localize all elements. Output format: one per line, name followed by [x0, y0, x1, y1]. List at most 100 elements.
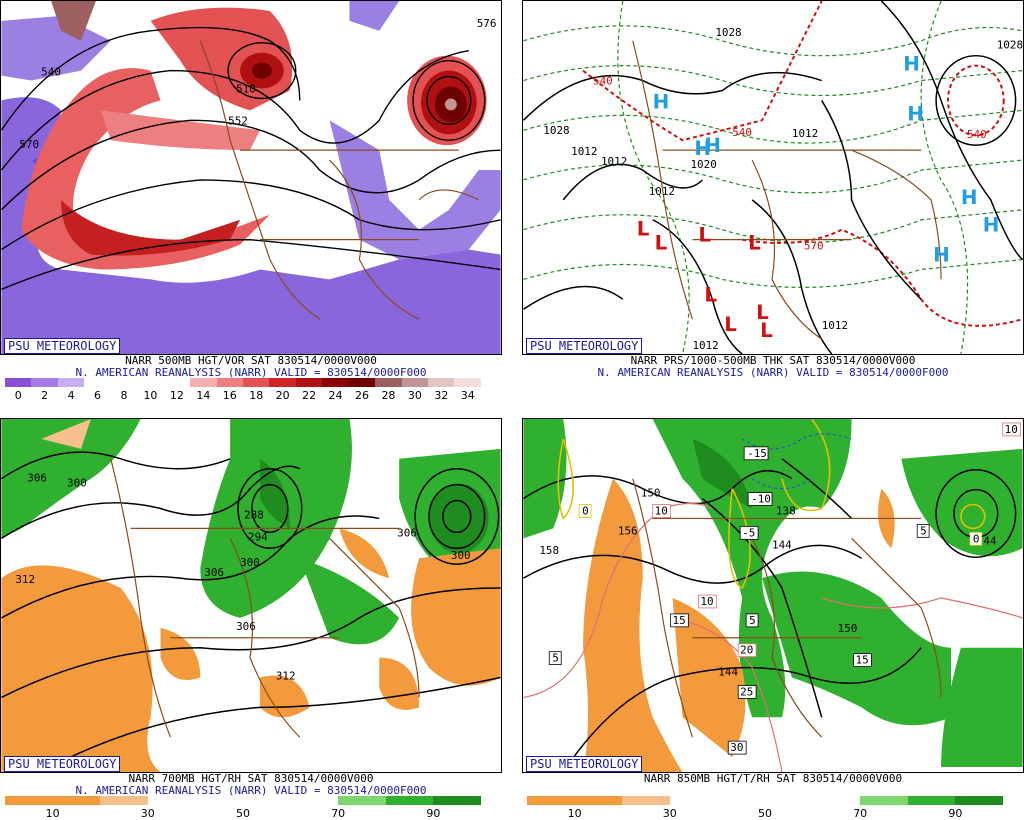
panel-pressure-thickness: 1028 1028 1012 1012 1012 1020 1012 1012 … — [522, 0, 1024, 400]
color-scale-swatch — [216, 378, 243, 387]
high-pressure-symbol: H — [961, 186, 978, 209]
low-pressure-symbol: L — [756, 301, 769, 324]
color-scale-tick: 90 — [426, 807, 441, 820]
color-scale-swatch — [527, 796, 575, 805]
color-scale-swatch — [190, 378, 217, 387]
psu-meteorology-badge: PSU METEOROLOGY — [4, 756, 121, 772]
color-scale-swatch — [195, 796, 243, 805]
contour-label: 576 — [477, 17, 497, 30]
color-scale-tick: 18 — [249, 389, 264, 402]
color-scale-tick: 22 — [302, 389, 317, 402]
rh700-map-graphic: 306 300 288 294 300 306 306 312 312 300 … — [1, 419, 501, 772]
panel-title: NARR 500MB HGT/VOR SAT 830514/0000V000 — [125, 354, 377, 367]
color-scale-swatch — [717, 796, 765, 805]
panel-subtitle: N. AMERICAN REANALYSIS (NARR) VALID = 83… — [75, 784, 427, 797]
color-scale-swatch — [401, 378, 428, 387]
color-scale-tick: 30 — [407, 389, 422, 402]
temp-label: 20 — [740, 644, 753, 657]
color-scale-tick: 14 — [196, 389, 211, 402]
high-pressure-symbol: H — [933, 244, 950, 267]
height-label: 306 — [236, 620, 256, 633]
temp-label: -10 — [751, 493, 771, 506]
height-label: 288 — [244, 508, 264, 521]
height-label: 300 — [451, 549, 471, 562]
low-pressure-symbol: L — [655, 232, 668, 255]
height-label: 312 — [276, 670, 296, 683]
temp-label: 5 — [920, 524, 927, 537]
contour-label: 540 — [41, 66, 61, 79]
color-scale-swatch — [290, 796, 339, 805]
color-scale-swatch — [454, 378, 481, 387]
color-scale-swatch — [100, 796, 148, 805]
color-scale-ticks: 10 30 50 70 90 — [5, 808, 481, 820]
color-scale — [5, 796, 481, 805]
color-scale-swatch — [348, 378, 376, 387]
color-scale-tick: 10 — [45, 807, 60, 820]
color-scale-swatch — [147, 796, 196, 805]
temp-label: 15 — [673, 614, 686, 627]
low-pressure-symbol: L — [698, 224, 711, 247]
thickness-label: 540 — [732, 126, 752, 139]
color-scale-tick: 4 — [67, 389, 75, 402]
temp-label: 10 — [655, 504, 668, 517]
high-pressure-symbol: H — [653, 90, 670, 113]
height-label: 144 — [772, 538, 792, 551]
height-label: 144 — [718, 666, 738, 679]
height-label: 306 — [27, 472, 47, 485]
color-scale-swatch — [322, 378, 349, 387]
height-label: 306 — [397, 526, 417, 539]
color-scale-ticks: 10 30 50 70 90 — [527, 808, 1003, 820]
color-scale-swatch — [907, 796, 956, 805]
color-scale-swatch — [31, 378, 58, 387]
color-scale-swatch — [137, 378, 164, 387]
map-700mb-rh: 306 300 288 294 300 306 306 312 312 300 … — [0, 418, 502, 773]
contour-label: 510 — [236, 82, 256, 95]
psu-meteorology-badge: PSU METEOROLOGY — [526, 756, 643, 772]
height-label: 306 — [204, 566, 224, 579]
temp-label: 15 — [856, 654, 869, 667]
isobar-label: 1012 — [649, 185, 675, 198]
color-scale-tick: 12 — [169, 389, 184, 402]
color-scale-swatch — [269, 378, 296, 387]
color-scale-swatch — [428, 378, 455, 387]
panel-title: NARR 850MB HGT/T/RH SAT 830514/0000V000 — [643, 772, 903, 785]
isobar-label: 1012 — [792, 127, 818, 140]
color-scale-swatch — [338, 796, 386, 805]
color-scale — [5, 378, 481, 387]
psu-meteorology-badge: PSU METEOROLOGY — [526, 338, 643, 354]
temp-label: 30 — [730, 741, 743, 754]
isobar-label: 1020 — [690, 158, 716, 171]
color-scale-tick: 2 — [41, 389, 49, 402]
high-pressure-symbol: H — [983, 214, 1000, 237]
color-scale-swatch — [163, 378, 191, 387]
high-pressure-symbol: H — [903, 53, 920, 76]
color-scale-tick: 10 — [567, 807, 582, 820]
color-scale-tick: 70 — [853, 807, 868, 820]
isobar-label: 1028 — [543, 124, 569, 137]
color-scale-tick: 8 — [120, 389, 128, 402]
height-label: 158 — [539, 544, 559, 557]
psu-meteorology-badge: PSU METEOROLOGY — [4, 338, 121, 354]
color-scale-swatch — [295, 378, 323, 387]
isobar-label: 1012 — [601, 155, 627, 168]
color-scale-tick: 30 — [662, 807, 677, 820]
height-label: 300 — [240, 556, 260, 569]
isobar-label: 1028 — [997, 39, 1023, 52]
color-scale-tick: 6 — [94, 389, 102, 402]
panel-700mb-rh: 306 300 288 294 300 306 306 312 312 300 … — [0, 418, 502, 820]
color-scale-swatch — [57, 378, 85, 387]
low-pressure-symbol: L — [760, 319, 773, 342]
low-pressure-symbol: L — [748, 232, 761, 255]
thickness-map-graphic: 1028 1028 1012 1012 1012 1020 1012 1012 … — [523, 1, 1023, 354]
contour-label: 552 — [228, 114, 248, 127]
isobar-label: 1012 — [822, 319, 848, 332]
color-scale-swatch — [110, 378, 138, 387]
color-scale-tick: 16 — [222, 389, 237, 402]
temp-label: -15 — [747, 447, 767, 460]
color-scale-swatch — [385, 796, 434, 805]
color-scale-swatch — [764, 796, 813, 805]
t850-map-graphic: 150 158 150 144 156 138 144 150 144 -15 … — [523, 419, 1023, 772]
panel-subtitle: N. AMERICAN REANALYSIS (NARR) VALID = 83… — [75, 366, 427, 379]
color-scale-tick: 34 — [460, 389, 475, 402]
color-scale-tick: 0 — [14, 389, 22, 402]
